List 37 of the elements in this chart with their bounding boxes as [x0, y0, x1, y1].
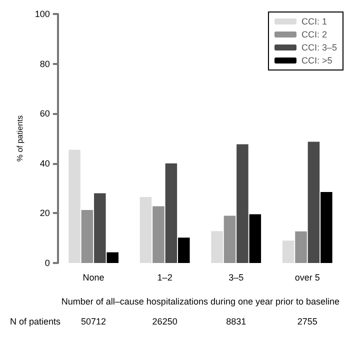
x-tick-label: None — [82, 272, 104, 282]
bar — [140, 197, 152, 263]
legend-label: CCI: >5 — [301, 56, 332, 66]
bar — [236, 144, 248, 263]
text: 50712 — [81, 316, 106, 326]
text: 8831 — [226, 316, 246, 326]
bar — [295, 231, 307, 263]
y-tick-label: 80 — [40, 58, 50, 69]
legend-label: CCI: 1 — [301, 16, 327, 26]
x-tick-label: 3–5 — [228, 272, 244, 282]
bar — [308, 142, 320, 263]
y-tick-label: 40 — [40, 158, 50, 168]
bar — [94, 193, 106, 263]
bar — [282, 240, 294, 263]
bar — [224, 216, 236, 263]
text: 26250 — [152, 316, 178, 326]
text: N of patients — [10, 316, 62, 326]
bar — [249, 214, 262, 263]
bar — [81, 210, 94, 263]
y-tick-label: 20 — [40, 208, 50, 218]
x-tick-label: 1–2 — [157, 272, 172, 282]
bar — [106, 252, 118, 263]
bar — [178, 238, 190, 263]
legend-label: CCI: 3–5 — [301, 42, 338, 52]
y-tick-label: 60 — [40, 108, 50, 119]
legend-label: CCI: 2 — [301, 30, 327, 40]
x-tick-label: over 5 — [294, 272, 320, 282]
y-axis-title: % of patients — [16, 115, 24, 162]
y-tick-label: 0 — [44, 258, 50, 268]
y-tick-label: 100 — [34, 9, 50, 19]
bar — [152, 206, 164, 263]
bar — [320, 192, 332, 263]
bar — [68, 150, 80, 263]
text: 2755 — [297, 316, 318, 326]
bar — [211, 231, 223, 263]
bar — [165, 163, 178, 263]
x-axis-title: Number of all–cause hospitalizations during one year prior to baseline — [61, 296, 340, 306]
